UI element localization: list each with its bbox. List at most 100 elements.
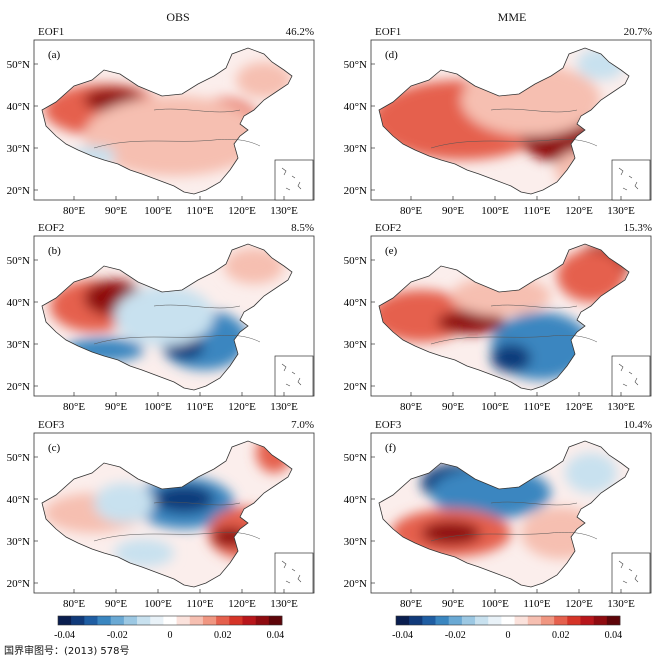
panel-c-lon-label: 80°E	[63, 598, 85, 610]
colorbar-left-swatch	[110, 616, 125, 625]
panel-e-lat-label: 50°N	[344, 255, 367, 267]
panel-a-variance: 46.2%	[285, 26, 314, 38]
panel-b-lon-label: 90°E	[105, 401, 127, 413]
map-panel-f: 50°N 40°N 30°N 20°N 80°E 90°E 100°E 110°E 120°E 1…	[344, 432, 652, 610]
colorbar-right-swatch	[593, 616, 608, 625]
panel-a-letter: (a)	[48, 49, 61, 61]
panel-a-scs-islands	[281, 167, 302, 191]
panel-f-lat-label: 30°N	[344, 536, 367, 548]
panel-e-letter: (e)	[385, 245, 398, 257]
colorbar-right-swatch	[501, 616, 515, 625]
panel-c-lon-label: 120°E	[228, 598, 256, 610]
panel-e-mode: EOF2	[375, 222, 402, 234]
colorbar-right-swatch	[396, 616, 410, 625]
colorbar-right-tick-label: 0.04	[605, 630, 623, 641]
colorbar-left-swatch	[229, 616, 243, 625]
colorbar-right-swatch	[475, 616, 489, 625]
panel-d-mode: EOF1	[375, 26, 402, 38]
panel-f-letter: (f)	[385, 442, 396, 454]
panel-c-anomaly-5	[94, 483, 154, 523]
panel-f-scs-islands	[618, 560, 639, 584]
colorbar-left-swatch	[150, 616, 164, 625]
panel-d-lat-label: 30°N	[344, 143, 367, 155]
colorbar-right-swatch	[488, 616, 502, 625]
panel-b-lon-label: 120°E	[228, 401, 256, 413]
colorbar-left-tick-label: 0.04	[267, 630, 285, 641]
colorbar-right-swatch	[606, 616, 621, 625]
panel-c-lon-label: 90°E	[105, 598, 127, 610]
panel-e-lon-label: 120°E	[565, 401, 593, 413]
panel-d-river-2	[490, 108, 578, 113]
panel-c-lat-label: 30°N	[7, 536, 30, 548]
panel-d-letter: (d)	[385, 49, 398, 61]
panel-b-lat-label: 20°N	[7, 381, 30, 393]
colorbar-left-tick-label: -0.02	[107, 630, 128, 641]
colorbar-left-tick-label: 0.02	[214, 630, 232, 641]
panel-b-letter: (b)	[48, 245, 61, 257]
panel-d-lon-label: 120°E	[565, 205, 593, 217]
colorbar-right-swatch	[461, 616, 476, 625]
panel-a-anomaly-5	[236, 62, 292, 98]
colorbar-left-swatch	[71, 616, 85, 625]
panel-a-lat-label: 30°N	[7, 143, 30, 155]
panel-d-scs-islands	[618, 167, 639, 191]
panel-b-variance: 8.5%	[291, 222, 314, 234]
panel-e-scs-inset	[611, 355, 651, 397]
panel-f-variance: 10.4%	[623, 419, 652, 431]
panel-e-lat-label: 20°N	[344, 381, 367, 393]
colorbar-left-swatch	[123, 616, 138, 625]
panel-c-anomaly-1	[154, 485, 214, 513]
panel-f-lon-label: 120°E	[565, 598, 593, 610]
panel-f-lon-label: 130°E	[607, 598, 635, 610]
panel-b-river-2	[153, 304, 241, 309]
panel-a-lat-label: 50°N	[7, 59, 30, 71]
map-panel-b: 50°N 40°N 30°N 20°N 80°E 90°E 100°E 110°E 120°E 1…	[7, 235, 315, 413]
panel-c-lat-label: 20°N	[7, 578, 30, 590]
panel-b-lon-label: 110°E	[186, 401, 213, 413]
panel-e-lon-label: 110°E	[523, 401, 550, 413]
colorbar-right-outline	[395, 615, 621, 626]
colorbar-right-tick-label: 0	[506, 630, 511, 641]
panel-c-mode: EOF3	[38, 419, 65, 431]
colorbar-left-swatch	[137, 616, 151, 625]
colorbar-left-swatch	[176, 616, 191, 625]
colorbar-right-tick-label: 0.02	[552, 630, 570, 641]
panel-a-lon-label: 120°E	[228, 205, 256, 217]
panel-c-lon-label: 130°E	[270, 598, 298, 610]
map-panel-a: 50°N 40°N 30°N 20°N 80°E 90°E 100°E 110°E 120°E 1…	[7, 39, 315, 217]
panel-d-lon-label: 100°E	[481, 205, 509, 217]
panel-f-mode: EOF3	[375, 419, 402, 431]
colorbar-right-swatch	[409, 616, 423, 625]
panel-d-lat-label: 50°N	[344, 59, 367, 71]
panel-a-lat-label: 40°N	[7, 101, 30, 113]
column-title-obs: OBS	[166, 10, 190, 24]
panel-d-lon-label: 90°E	[442, 205, 464, 217]
panel-b-anomaly-6	[224, 248, 284, 284]
colorbar-right-swatch	[448, 616, 463, 625]
panel-f-river	[430, 532, 598, 542]
panel-d-variance: 20.7%	[623, 26, 652, 38]
panel-a-scs-inset	[274, 159, 314, 201]
colorbar-left-swatch	[84, 616, 98, 625]
panel-b-lat-label: 50°N	[7, 255, 30, 267]
panel-d-lat-label: 40°N	[344, 101, 367, 113]
colorbar-left-swatch	[97, 616, 112, 625]
panel-e-river-2	[490, 304, 578, 309]
colorbar-right: -0.04 -0.02 0 0.02 0.04	[392, 615, 623, 641]
panel-b-mode: EOF2	[38, 222, 65, 234]
panel-c-river-2	[153, 501, 241, 506]
colorbar-right-swatch	[554, 616, 568, 625]
panel-a-lon-label: 100°E	[144, 205, 172, 217]
panel-b-scs-inset	[274, 355, 314, 397]
panel-b-lat-label: 40°N	[7, 297, 30, 309]
panel-e-anomaly-5	[557, 250, 625, 302]
panel-f-lat-label: 20°N	[344, 578, 367, 590]
colorbar-left-swatch	[163, 616, 177, 625]
colorbar-right-swatch	[567, 616, 581, 625]
panel-f-lat-label: 50°N	[344, 452, 367, 464]
map-panel-e: 50°N 40°N 30°N 20°N 80°E 90°E 100°E 110°E 120°E 1…	[344, 235, 652, 413]
colorbar-right-swatch	[514, 616, 529, 625]
panel-e-anomaly-1	[437, 310, 505, 334]
panel-e-lat-label: 40°N	[344, 297, 367, 309]
